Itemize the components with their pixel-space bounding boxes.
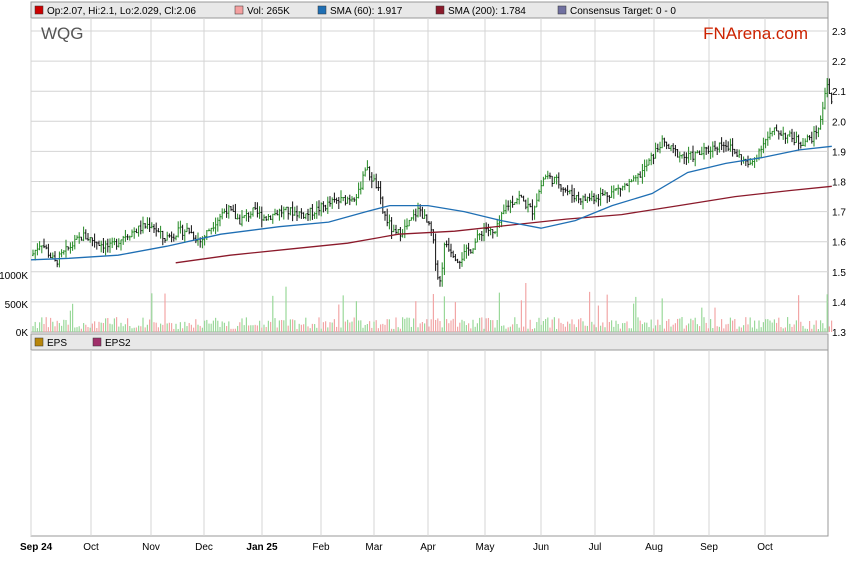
volume-tick-label: 1000K xyxy=(0,271,28,282)
sma60-line xyxy=(30,145,832,261)
date-axis: Sep 24 Oct Nov Dec Jan 25 Feb Mar Apr May Jun Jul A… xyxy=(20,542,773,553)
price-tick-label: 2.3 xyxy=(832,27,846,38)
date-tick-label: May xyxy=(476,542,495,553)
vol-legend: Vol: 265K xyxy=(247,6,290,17)
price-tick-label: 1.6 xyxy=(832,238,846,249)
price-tick-label: 1.3 xyxy=(832,328,846,339)
ohlc-legend: Op:2.07, Hi:2.1, Lo:2.029, Cl:2.06 xyxy=(47,6,196,17)
date-tick-label: Oct xyxy=(83,542,99,553)
sma200-line xyxy=(175,185,832,264)
price-tick-label: 1.9 xyxy=(832,147,846,158)
date-tick-label: Jun xyxy=(533,542,549,553)
volume-tick-label: 0K xyxy=(16,328,29,339)
price-tick-label: 1.8 xyxy=(832,178,846,189)
sma200-swatch xyxy=(435,5,445,15)
eps2-legend: EPS2 xyxy=(105,338,131,349)
price-panel xyxy=(30,17,829,333)
sma60-legend: SMA (60): 1.917 xyxy=(330,6,403,17)
brand-logo: FNArena.com xyxy=(703,24,808,43)
volume-bars xyxy=(32,283,833,332)
date-tick-label: Nov xyxy=(142,542,160,553)
price-tick-label: 1.4 xyxy=(832,298,846,309)
date-tick-label: Jan 25 xyxy=(246,542,278,553)
grid-lines xyxy=(30,18,828,536)
price-tick-label: 1.5 xyxy=(832,268,846,279)
price-tick-label: 2.0 xyxy=(832,117,846,128)
ticker-label: WQG xyxy=(41,24,84,43)
ohlc-swatch xyxy=(34,5,44,15)
date-tick-label: Aug xyxy=(645,542,663,553)
date-tick-label: Feb xyxy=(312,542,330,553)
price-bars xyxy=(32,78,833,287)
date-tick-label: Sep 24 xyxy=(20,542,53,553)
date-tick-label: Oct xyxy=(757,542,773,553)
date-tick-label: Apr xyxy=(420,542,436,553)
price-tick-label: 2.1 xyxy=(832,87,846,98)
eps-swatch xyxy=(34,337,44,347)
price-axis: 1.3 1.4 1.5 1.6 1.7 1.8 1.9 2.0 2.1 2.2 2.3 xyxy=(832,27,846,339)
volume-axis: 0K 500K 1000K xyxy=(0,271,28,339)
vol-swatch xyxy=(234,5,244,15)
lower-legend: EPS EPS2 xyxy=(30,333,829,351)
date-tick-label: Sep xyxy=(700,542,718,553)
sma200-legend: SMA (200): 1.784 xyxy=(448,6,526,17)
price-tick-label: 1.7 xyxy=(832,208,846,219)
volume-tick-label: 500K xyxy=(5,300,29,311)
date-tick-label: Jul xyxy=(589,542,602,553)
top-legend: Op:2.07, Hi:2.1, Lo:2.029, Cl:2.06 Vol: … xyxy=(30,1,829,19)
sma60-swatch xyxy=(317,5,327,15)
date-tick-label: Mar xyxy=(365,542,383,553)
date-tick-label: Dec xyxy=(195,542,213,553)
eps-legend: EPS xyxy=(47,338,67,349)
price-tick-label: 2.2 xyxy=(832,57,846,68)
target-swatch xyxy=(557,5,567,15)
target-legend: Consensus Target: 0 - 0 xyxy=(570,6,676,17)
eps-panel xyxy=(30,349,829,537)
eps2-swatch xyxy=(92,337,102,347)
